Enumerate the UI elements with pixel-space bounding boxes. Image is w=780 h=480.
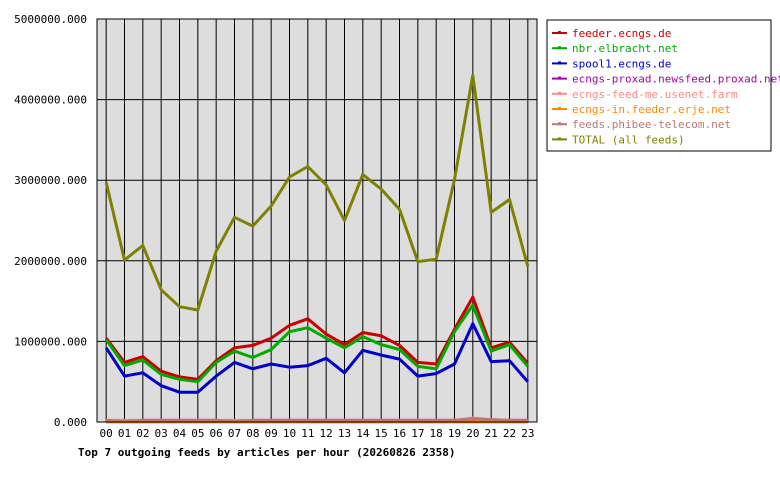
legend-box xyxy=(546,19,772,152)
legend-label: ecngs-in.feeder.erje.net xyxy=(572,103,731,116)
x-tick-label: 08 xyxy=(246,427,259,440)
x-tick-label: 01 xyxy=(118,427,131,440)
x-tick-label: 06 xyxy=(210,427,223,440)
series-line xyxy=(105,295,529,381)
x-tick-label: 02 xyxy=(136,427,149,440)
x-tick-label: 19 xyxy=(448,427,461,440)
legend-label: spool1.ecngs.de xyxy=(572,57,671,70)
series-line xyxy=(104,303,529,384)
y-tick-label: 2000000.000 xyxy=(14,255,87,268)
y-tick-label: 5000000.000 xyxy=(14,13,87,26)
x-tick-label: 18 xyxy=(430,427,443,440)
legend-marker xyxy=(558,107,561,110)
x-axis: 00 01 02 03 04 05 06 07 08 09 10 11 12 13 14 15 16 17 18 19… xyxy=(100,427,535,440)
legend-marker xyxy=(558,91,561,95)
x-tick-label: 20 xyxy=(466,427,479,440)
legend-label: feeder.ecngs.de xyxy=(572,27,671,40)
x-tick-label: 22 xyxy=(503,427,516,440)
legend-marker xyxy=(558,76,561,80)
legend-label: ecngs-feed-me.usenet.farm xyxy=(572,88,738,101)
legend-marker xyxy=(558,61,561,65)
y-tick-label: 1000000.000 xyxy=(14,335,87,348)
chart-title: Top 7 outgoing feeds by articles per hou… xyxy=(78,446,456,459)
y-axis: 0.000 1000000.000 2000000.000 3000000.000 40… xyxy=(14,13,87,429)
legend-label: TOTAL (all feeds) xyxy=(572,133,685,146)
x-tick-label: 17 xyxy=(411,427,424,440)
series-line xyxy=(106,417,528,423)
y-tick-label: 4000000.000 xyxy=(14,94,87,107)
x-tick-label: 15 xyxy=(375,427,388,440)
legend-label: feeds.phibee-telecom.net xyxy=(572,118,731,131)
x-tick-label: 23 xyxy=(521,427,534,440)
legend-marker xyxy=(558,46,561,50)
x-tick-label: 09 xyxy=(265,427,278,440)
x-tick-label: 05 xyxy=(191,427,204,440)
x-tick-label: 03 xyxy=(155,427,168,440)
legend-marker xyxy=(558,137,561,141)
x-tick-label: 14 xyxy=(356,427,370,440)
y-tick-label: 3000000.000 xyxy=(14,174,87,187)
x-tick-label: 07 xyxy=(228,427,241,440)
x-tick-label: 10 xyxy=(283,427,296,440)
x-tick-label: 12 xyxy=(320,427,333,440)
x-tick-label: 04 xyxy=(173,427,187,440)
plot-frame xyxy=(96,18,538,423)
x-tick-label: 00 xyxy=(100,427,113,440)
x-tick-label: 21 xyxy=(485,427,498,440)
legend: feeder.ecngs.de nbr.elbracht.net spool1.ec… xyxy=(552,27,780,146)
series-line xyxy=(104,73,530,312)
legend-label: ecngs-proxad.newsfeed.proxad.net xyxy=(572,73,780,86)
x-tick-label: 16 xyxy=(393,427,406,440)
legend-label: nbr.elbracht.net xyxy=(572,42,678,55)
series-line xyxy=(104,322,529,394)
legend-marker xyxy=(558,31,561,34)
x-tick-label: 11 xyxy=(301,427,314,440)
x-tick-label: 13 xyxy=(338,427,351,440)
plot-background xyxy=(97,19,537,422)
y-tick-label: 0.000 xyxy=(54,416,87,429)
legend-marker xyxy=(558,122,561,126)
